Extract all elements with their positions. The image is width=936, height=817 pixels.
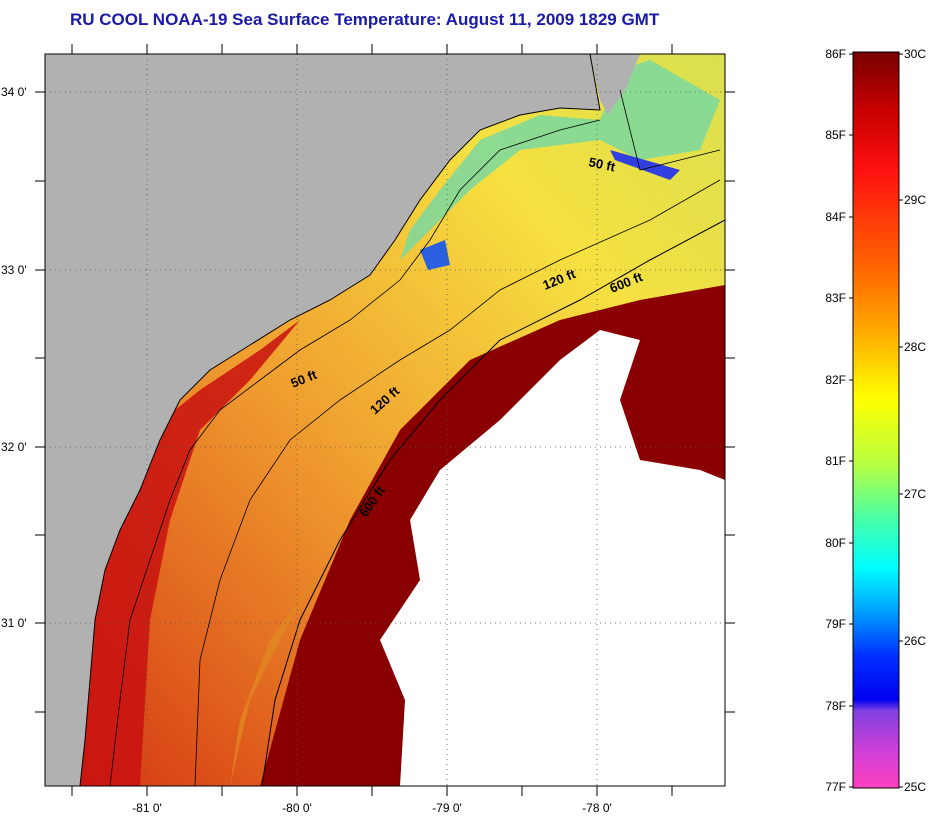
lat-label-33: 33 0': [1, 263, 27, 277]
coastal-warm-band: [45, 320, 300, 786]
lon-label-80: -80 0': [282, 801, 312, 815]
contour-50ft-north: [619, 89, 721, 171]
colorbar-f-80: 80F: [825, 536, 846, 550]
colorbar-f-85: 85F: [825, 128, 846, 142]
gulf-stream-offshore: [640, 300, 725, 400]
colorbar-f-81: 81F: [825, 454, 846, 468]
colorbar-c-26: 26C: [904, 634, 926, 648]
colorbar-gradient: [852, 51, 900, 789]
lat-label-34: 34 0': [1, 85, 27, 99]
cloud-cover: [380, 330, 725, 786]
contour-50ft: [109, 119, 601, 786]
colorbar-c-28: 28C: [904, 340, 926, 354]
colorbar-c-25: 25C: [904, 780, 926, 794]
colorbar-f-77: 77F: [825, 780, 846, 794]
land-mass: [45, 54, 600, 786]
colorbar-f-78: 78F: [825, 699, 846, 713]
contour-600ft: [261, 219, 725, 786]
colorbar-c-27: 27C: [904, 487, 926, 501]
contour-label-50ft-north: 50 ft: [587, 154, 617, 174]
colorbar-f-83: 83F: [825, 291, 846, 305]
colorbar-f-79: 79F: [825, 617, 846, 631]
colorbar-c-30: 30C: [904, 47, 926, 61]
map-plot-area: 50 ft 120 ft 600 ft 50 ft 120 ft 600 ft: [45, 54, 725, 786]
cold-spot-cape-romain: [420, 240, 450, 270]
lon-label-79: -79 0': [432, 801, 462, 815]
graticule: [45, 54, 725, 786]
coastline: [79, 54, 601, 786]
axis-ticks: [35, 44, 735, 796]
cold-spot-cape-fear: [610, 150, 680, 180]
colorbar-c-29: 29C: [904, 193, 926, 207]
colorbar-f-82: 82F: [825, 373, 846, 387]
page-title: RU COOL NOAA-19 Sea Surface Temperature:…: [70, 10, 660, 29]
land-north-carolina: [590, 54, 640, 115]
lon-label-78: -78 0': [582, 801, 612, 815]
cool-nearshore-water: [400, 60, 720, 260]
map-frame: [44, 53, 726, 787]
lat-label-31: 31 0': [1, 616, 27, 630]
colorbar-f-86: 86F: [825, 47, 846, 61]
colorbar: 86F 85F 84F 83F 82F 81F 80F 79F 78F 77F …: [825, 47, 926, 794]
contour-120ft: [194, 179, 721, 786]
lon-label-81: -81 0': [132, 801, 162, 815]
lat-label-32: 32 0': [1, 440, 27, 454]
colorbar-f-84: 84F: [825, 210, 846, 224]
